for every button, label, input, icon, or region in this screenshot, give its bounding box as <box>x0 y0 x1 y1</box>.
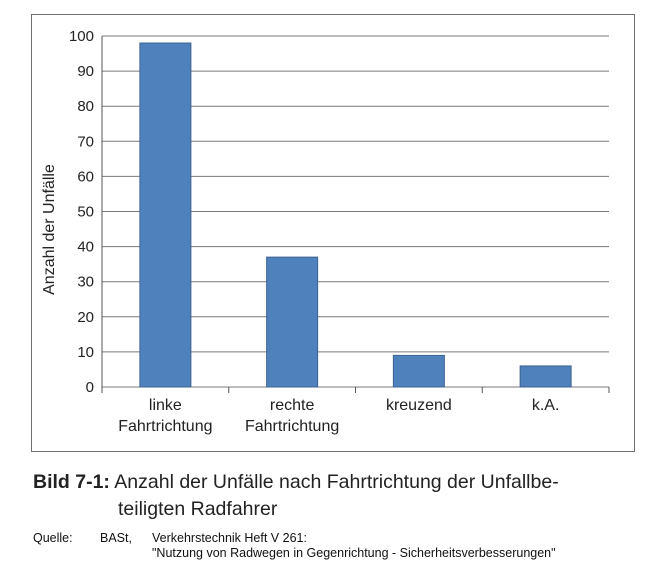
y-tick-label-50: 50 <box>77 204 94 221</box>
y-tick-label-60: 60 <box>77 168 94 185</box>
y-tick-label-90: 90 <box>77 63 94 80</box>
y-tick-label-10: 10 <box>77 344 94 361</box>
figure-caption: Bild 7-1: Anzahl der Unfälle nach Fahrtr… <box>33 470 633 494</box>
y-tick-label-0: 0 <box>86 379 94 396</box>
bar-1 <box>266 256 319 388</box>
x-category-label-2: kreuzend <box>386 397 452 414</box>
x-category-label-3-line-0: k.A. <box>532 397 560 414</box>
x-category-label-0-line-0: linke <box>149 397 182 414</box>
caption-line-2: teiligten Radfahrer <box>118 498 278 520</box>
x-category-label-3: k.A. <box>532 397 560 414</box>
y-tick-label-70: 70 <box>77 133 94 150</box>
y-axis-title: Anzahl der Unfälle <box>41 164 58 295</box>
bar-2 <box>392 354 445 388</box>
y-tick-label-80: 80 <box>77 98 94 115</box>
source-line-2: "Nutzung von Radwegen in Gegenrichtung -… <box>152 546 556 560</box>
bar-chart: 0 10 20 30 40 50 60 70 80 90 100 linke Fahrtrichtung… <box>41 28 610 435</box>
y-tick-label-40: 40 <box>77 239 94 256</box>
source-line-1: Verkehrstechnik Heft V 261: <box>152 531 307 545</box>
caption-number: Bild 7-1: <box>33 471 110 493</box>
caption-line-1: Anzahl der Unfälle nach Fahrtrichtung de… <box>114 471 559 493</box>
x-category-label-1: rechte Fahrtrichtung <box>245 397 339 435</box>
x-category-label-0-line-1: Fahrtrichtung <box>118 418 212 435</box>
x-category-label-1-line-1: Fahrtrichtung <box>245 418 339 435</box>
source-label: Quelle: <box>33 531 73 545</box>
y-tick-label-30: 30 <box>77 274 94 291</box>
y-tick-label-20: 20 <box>77 309 94 326</box>
y-tick-label-100: 100 <box>69 28 94 45</box>
bar-0 <box>139 42 192 388</box>
x-category-label-0: linke Fahrtrichtung <box>118 397 212 435</box>
x-category-label-1-line-0: rechte <box>270 397 315 414</box>
bar-3 <box>519 365 572 388</box>
source-org: BASt, <box>100 531 132 545</box>
x-category-label-2-line-0: kreuzend <box>386 397 452 414</box>
chart-frame: 0 10 20 30 40 50 60 70 80 90 100 linke Fahrtrichtung… <box>31 14 635 452</box>
